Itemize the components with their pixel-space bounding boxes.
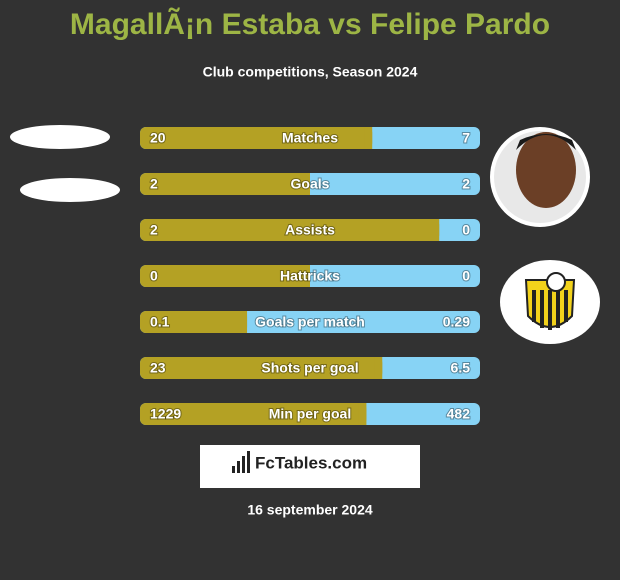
left-bar [140,173,310,195]
left-bar [140,265,310,287]
stat-label: Assists [285,222,335,238]
stat-label: Shots per goal [261,360,358,376]
left-value: 0 [150,268,158,284]
stat-label: Hattricks [280,268,340,284]
right-value: 7 [462,130,470,146]
title: MagallÃ¡n Estaba vs Felipe Pardo [70,7,550,41]
left-bar-edge [374,357,383,379]
right-value: 2 [462,176,470,192]
left-bar [140,127,373,149]
player-photo [490,127,590,227]
left-bar [140,311,248,333]
left-value: 23 [150,360,166,376]
right-value: 0.29 [443,314,470,330]
stat-label: Min per goal [269,406,351,422]
brand-icon [232,451,250,473]
left-bar [140,219,440,241]
left-bar-edge [302,265,310,287]
left-value: 2 [150,222,158,238]
left-value: 2 [150,176,158,192]
subtitle: Club competitions, Season 2024 [203,64,418,80]
left-value: 0.1 [150,314,170,330]
left-bar-edge [431,219,440,241]
left-bar-edge [358,403,367,425]
player-placeholder [10,125,110,149]
right-value: 6.5 [451,360,471,376]
team-logo [500,260,600,344]
date: 16 september 2024 [247,502,373,518]
stat-label: Matches [282,130,338,146]
left-bar [140,403,367,425]
brand-box [200,445,420,488]
stat-label: Goals per match [255,314,365,330]
right-value: 482 [447,406,471,422]
brand: FcTables.com [255,453,367,472]
left-bar-edge [302,173,310,195]
right-value: 0 [462,222,470,238]
left-bar [140,357,383,379]
right-value: 0 [462,268,470,284]
team-placeholder [20,178,120,202]
left-bar-edge [239,311,248,333]
left-bar-edge [364,127,373,149]
stat-label: Goals [291,176,330,192]
left-value: 1229 [150,406,181,422]
left-value: 20 [150,130,166,146]
